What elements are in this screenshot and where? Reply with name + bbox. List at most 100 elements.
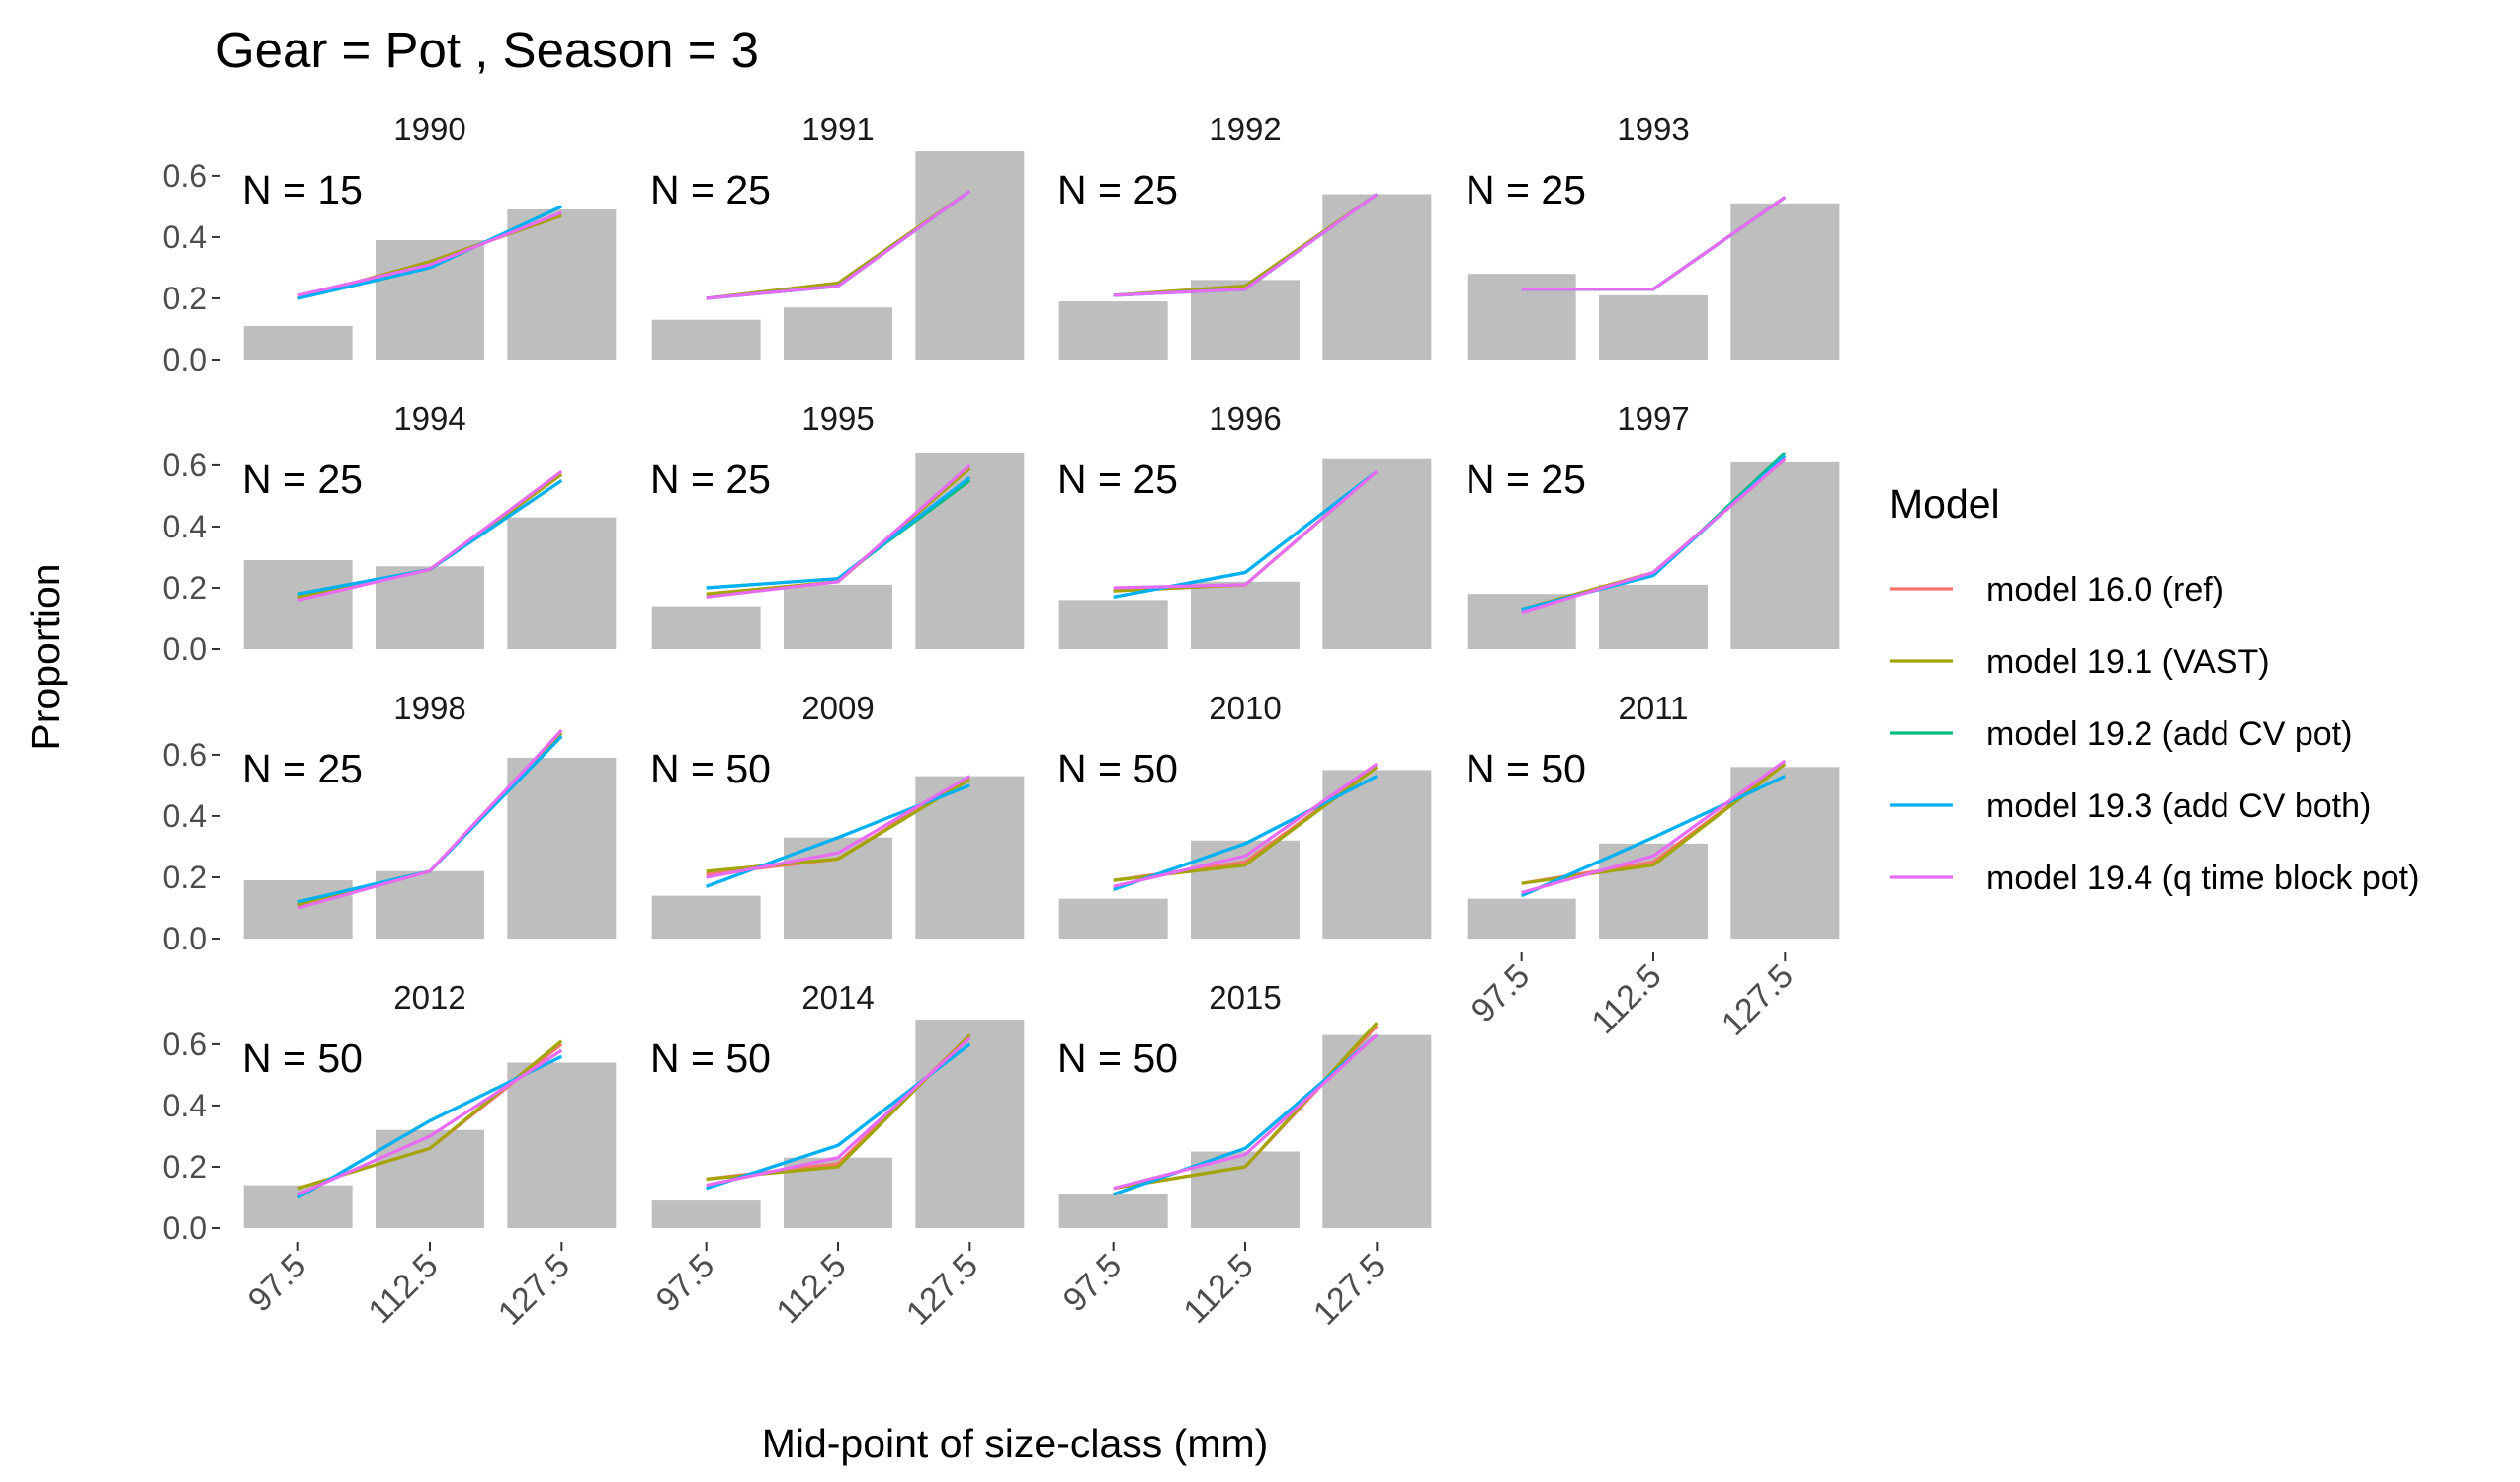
legend-label: model 19.1 (VAST) bbox=[1986, 643, 2270, 681]
observed-bar bbox=[1599, 843, 1708, 939]
panel-2015: 2015 N = 50 97.5 112.5 127.5 bbox=[1056, 979, 1432, 1333]
observed-bar bbox=[1467, 274, 1576, 360]
panel-1994: 1994 N = 25 0.0 0.2 0.4 0.6 bbox=[163, 400, 617, 667]
y-tick-label: 0.4 bbox=[163, 509, 207, 544]
legend: Model model 16.0 (ref) model 19.1 (VAST) m… bbox=[1890, 481, 2419, 897]
model-line bbox=[1521, 457, 1787, 615]
legend-label: model 16.0 (ref) bbox=[1986, 571, 2224, 609]
observed-bar bbox=[1599, 294, 1708, 360]
panel-year-label: 2009 bbox=[801, 690, 874, 726]
y-tick-label: 0.2 bbox=[163, 1149, 207, 1185]
legend-title: Model bbox=[1890, 481, 2000, 527]
chart-title: Gear = Pot , Season = 3 bbox=[215, 22, 759, 78]
observed-bar bbox=[1599, 584, 1708, 649]
model-line bbox=[1113, 469, 1379, 599]
panel-1992: 1992 N = 25 bbox=[1057, 111, 1432, 360]
model-line bbox=[1113, 193, 1379, 297]
panel-year-label: 1991 bbox=[801, 111, 874, 147]
y-tick-label: 0.6 bbox=[163, 448, 207, 483]
x-tick-label: 112.5 bbox=[361, 1247, 445, 1331]
panel-year-label: 2012 bbox=[393, 979, 465, 1016]
observed-bar bbox=[1322, 458, 1432, 649]
panel-2010: 2010 N = 50 bbox=[1057, 690, 1432, 939]
sample-size-label: N = 50 bbox=[1466, 746, 1586, 791]
y-tick-label: 0.6 bbox=[163, 158, 207, 194]
sample-size-label: N = 50 bbox=[1057, 746, 1178, 791]
panel-2014: 2014 N = 50 97.5 112.5 127.5 bbox=[649, 979, 1025, 1333]
observed-bar bbox=[915, 151, 1025, 360]
sample-size-label: N = 50 bbox=[242, 1035, 363, 1081]
observed-bar bbox=[1730, 461, 1840, 649]
observed-bar bbox=[651, 319, 761, 360]
observed-bar bbox=[784, 307, 892, 360]
observed-bar bbox=[376, 566, 484, 649]
x-tick-label: 127.5 bbox=[491, 1247, 577, 1333]
panel-1998: 1998 N = 25 0.0 0.2 0.4 0.6 bbox=[163, 690, 617, 956]
panel-2012: 2012 N = 50 0.0 0.2 0.4 0.6 97.5 112.5 127.5 bbox=[163, 979, 617, 1333]
observed-bar bbox=[915, 1020, 1025, 1228]
observed-bar bbox=[915, 776, 1025, 939]
x-tick-label: 112.5 bbox=[769, 1247, 853, 1331]
model-line bbox=[706, 775, 971, 879]
y-axis-label: Proportion bbox=[23, 563, 68, 750]
model-line bbox=[1113, 762, 1379, 888]
legend-label: model 19.3 (add CV both) bbox=[1986, 787, 2371, 825]
panel-1990: 1990 N = 15 0.0 0.2 0.4 0.6 bbox=[163, 111, 617, 377]
legend-entry: model 16.0 (ref) bbox=[1890, 571, 2224, 609]
x-tick-label: 112.5 bbox=[1584, 957, 1668, 1041]
y-tick-label: 0.0 bbox=[163, 342, 207, 377]
model-line bbox=[297, 729, 563, 910]
y-tick-label: 0.4 bbox=[163, 219, 207, 255]
observed-bar bbox=[243, 1185, 353, 1228]
model-line bbox=[297, 1048, 563, 1196]
model-line bbox=[297, 205, 562, 300]
observed-bar bbox=[507, 517, 617, 649]
x-tick-label: 97.5 bbox=[1465, 957, 1538, 1030]
observed-bar bbox=[915, 453, 1025, 649]
observed-bar bbox=[1322, 770, 1432, 939]
sample-size-label: N = 15 bbox=[242, 167, 363, 212]
panel-year-label: 2015 bbox=[1209, 979, 1281, 1016]
model-line bbox=[1113, 775, 1379, 891]
observed-bar bbox=[1467, 594, 1576, 649]
y-tick-label: 0.2 bbox=[163, 570, 207, 606]
panel-2009: 2009 N = 50 bbox=[650, 690, 1025, 939]
x-axis-label: Mid-point of size-class (mm) bbox=[762, 1421, 1269, 1466]
y-tick-label: 0.0 bbox=[163, 1210, 207, 1246]
panel-year-label: 1998 bbox=[393, 690, 465, 726]
facet-panels: 1990 N = 15 0.0 0.2 0.4 0.6 1991 N = 25 1992 N = … bbox=[163, 111, 1840, 1333]
model-line bbox=[1113, 469, 1379, 590]
panel-year-label: 2011 bbox=[1619, 690, 1689, 726]
model-line bbox=[706, 1036, 971, 1188]
y-tick-label: 0.0 bbox=[163, 631, 207, 667]
panel-year-label: 1996 bbox=[1209, 400, 1281, 437]
x-tick-label: 97.5 bbox=[649, 1247, 722, 1320]
sample-size-label: N = 25 bbox=[242, 746, 363, 791]
legend-entry: model 19.4 (q time block pot) bbox=[1890, 860, 2419, 897]
observed-bar bbox=[651, 895, 761, 939]
observed-bar bbox=[1058, 898, 1168, 939]
observed-bar bbox=[1467, 898, 1576, 939]
x-tick-label: 127.5 bbox=[1306, 1247, 1392, 1333]
observed-bar bbox=[243, 880, 353, 939]
model-line bbox=[706, 476, 971, 590]
x-tick-label: 97.5 bbox=[1056, 1247, 1130, 1320]
panel-1996: 1996 N = 25 bbox=[1057, 400, 1432, 649]
sample-size-label: N = 25 bbox=[1057, 167, 1178, 212]
observed-bar bbox=[376, 1129, 484, 1228]
sample-size-label: N = 50 bbox=[650, 746, 771, 791]
panel-year-label: 1994 bbox=[393, 400, 465, 437]
model-line bbox=[297, 469, 563, 602]
x-tick-label: 112.5 bbox=[1176, 1247, 1260, 1331]
model-line bbox=[1521, 196, 1787, 291]
observed-bar bbox=[243, 325, 353, 360]
panel-2011: 2011 N = 50 97.5 112.5 127.5 bbox=[1465, 690, 1840, 1043]
observed-bar bbox=[243, 560, 353, 649]
y-tick-label: 0.2 bbox=[163, 281, 207, 316]
sample-size-label: N = 50 bbox=[1057, 1035, 1178, 1081]
observed-bar bbox=[1058, 1194, 1168, 1228]
sample-size-label: N = 25 bbox=[1466, 167, 1586, 212]
panel-year-label: 1992 bbox=[1209, 111, 1281, 147]
panel-1993: 1993 N = 25 bbox=[1466, 111, 1840, 360]
